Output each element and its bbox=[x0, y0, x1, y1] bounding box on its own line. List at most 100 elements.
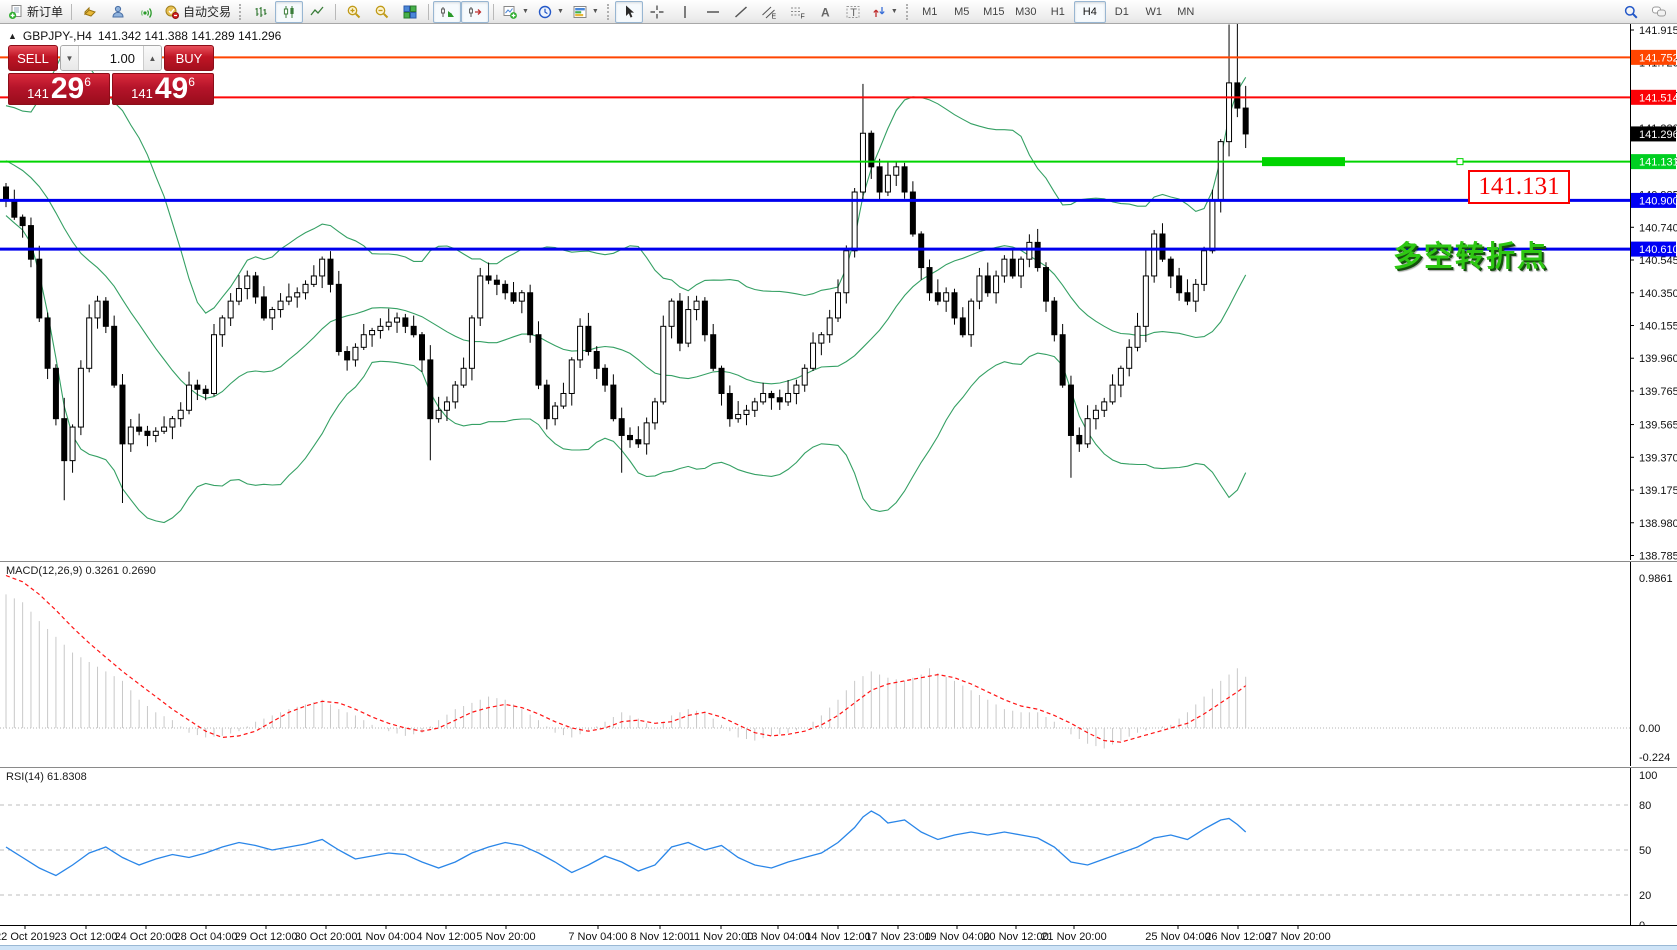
buy-price-big: 49 bbox=[154, 72, 189, 105]
auto-trading-button[interactable]: 自动交易 bbox=[160, 1, 235, 23]
timeframe-mn-button[interactable]: MN bbox=[1177, 5, 1195, 18]
svg-text:141.296: 141.296 bbox=[1639, 129, 1677, 141]
time-label: 28 Oct 04:00 bbox=[175, 931, 238, 943]
chevron-down-icon[interactable]: ▼ bbox=[591, 8, 599, 15]
time-label: 17 Nov 23:00 bbox=[865, 931, 930, 943]
panel-separator[interactable] bbox=[0, 766, 1677, 768]
svg-text:140.900: 140.900 bbox=[1639, 195, 1677, 207]
status-strip bbox=[0, 945, 1677, 950]
volume-value[interactable]: 1.00 bbox=[109, 50, 135, 66]
price-chart-canvas[interactable]: 141.915141.720141.525141.330141.135140.9… bbox=[0, 24, 1677, 560]
auto-scroll-button[interactable] bbox=[433, 0, 462, 23]
price-axis[interactable]: 141.915141.720141.525141.330141.135140.9… bbox=[1630, 24, 1677, 560]
clock-icon bbox=[538, 5, 552, 18]
sell-button[interactable]: SELL bbox=[8, 45, 58, 71]
new-order-label: 新订单 bbox=[27, 5, 64, 19]
collapse-icon[interactable]: ▲ bbox=[8, 31, 17, 41]
rsi-canvas[interactable]: 100 80 50 20 0 bbox=[0, 768, 1677, 925]
fibonacci-tool-button[interactable]: F bbox=[783, 1, 811, 23]
sell-price-display[interactable]: 141 29 6 bbox=[8, 73, 110, 105]
search-icon bbox=[1624, 5, 1638, 19]
new-chart-button[interactable]: ▼ bbox=[498, 1, 533, 23]
macd-signal-line bbox=[5, 574, 1247, 743]
chevron-down-icon[interactable]: ▼ bbox=[556, 8, 564, 15]
svg-text:139.175: 139.175 bbox=[1639, 485, 1677, 497]
horizontal-level-lines[interactable] bbox=[0, 56, 1630, 251]
fibo-icon: F bbox=[790, 7, 805, 20]
cursor-icon bbox=[625, 5, 634, 18]
price-badge-140.900 bbox=[1631, 192, 1676, 208]
chat-button[interactable] bbox=[1645, 1, 1673, 23]
sell-price-big: 29 bbox=[50, 72, 85, 105]
profiles-button[interactable] bbox=[104, 1, 132, 23]
macd-label: MACD(12,26,9) 0.3261 0.2690 bbox=[6, 565, 156, 577]
timeframe-d1-button[interactable]: D1 bbox=[1114, 5, 1129, 18]
svg-text:141.131: 141.131 bbox=[1639, 157, 1677, 169]
price-level-textbox[interactable]: 141.131 bbox=[1468, 170, 1570, 204]
horizontal-line-tool-button[interactable] bbox=[699, 1, 727, 23]
chart-header: ▲ GBPJPY-,H4 141.342 141.388 141.289 141… bbox=[8, 29, 281, 43]
signal-icon bbox=[140, 7, 152, 18]
periods-menu-button[interactable]: ▼ bbox=[533, 1, 568, 23]
timeframe-m1-button[interactable]: M1 bbox=[922, 5, 938, 18]
panel-separator[interactable] bbox=[0, 560, 1677, 562]
timeframe-w1-button[interactable]: W1 bbox=[1145, 5, 1163, 18]
cursor-tool-button[interactable] bbox=[614, 0, 643, 23]
chevron-down-icon[interactable]: ▼ bbox=[890, 8, 898, 15]
time-label: 23 Oct 12:00 bbox=[55, 931, 118, 943]
bar-chart-mode-button[interactable] bbox=[247, 1, 275, 23]
tile-windows-button[interactable] bbox=[396, 1, 424, 23]
signals-button[interactable] bbox=[132, 1, 160, 23]
vline-icon bbox=[684, 5, 686, 18]
time-label: 5 Nov 20:00 bbox=[476, 931, 535, 943]
line-handle[interactable] bbox=[1456, 158, 1464, 166]
line-chart-mode-button[interactable] bbox=[303, 1, 331, 23]
svg-text:139.765: 139.765 bbox=[1639, 386, 1677, 398]
buy-price-display[interactable]: 141 49 6 bbox=[112, 73, 214, 105]
search-button[interactable] bbox=[1617, 1, 1645, 23]
time-axis[interactable]: 22 Oct 2019 23 Oct 12:00 24 Oct 20:00 28 Oc… bbox=[0, 925, 1677, 945]
vertical-line-tool-button[interactable] bbox=[671, 1, 699, 23]
arrows-tool-button[interactable]: ▼ bbox=[867, 1, 902, 23]
svg-text:139.960: 139.960 bbox=[1639, 353, 1677, 365]
time-label: 13 Nov 04:00 bbox=[745, 931, 810, 943]
zoom-in-button[interactable] bbox=[340, 1, 368, 23]
time-label: 19 Nov 04:00 bbox=[924, 931, 989, 943]
template-icon bbox=[573, 5, 587, 18]
timeframe-m30-button[interactable]: M30 bbox=[1015, 5, 1037, 18]
text-tool-button[interactable]: A bbox=[811, 1, 839, 23]
text-label-tool-button[interactable]: T bbox=[839, 1, 867, 23]
volume-increase-icon[interactable]: ▲ bbox=[143, 46, 161, 70]
timeframe-h1-button[interactable]: H1 bbox=[1050, 5, 1065, 18]
rsi-line bbox=[5, 810, 1247, 877]
equidistant-channel-tool-button[interactable]: E bbox=[755, 1, 783, 23]
chart-shift-button[interactable] bbox=[461, 0, 490, 23]
sell-price-prefix: 141 bbox=[27, 86, 49, 101]
turning-point-annotation[interactable]: 多空转折点 bbox=[1393, 241, 1549, 273]
toolbar-grip[interactable] bbox=[606, 3, 611, 20]
toolbar-grip[interactable] bbox=[239, 3, 243, 20]
new-order-button[interactable]: 新订单 bbox=[4, 1, 67, 23]
timeframe-m15-button[interactable]: M15 bbox=[983, 5, 1005, 18]
volume-decrease-icon[interactable]: ▼ bbox=[61, 46, 79, 70]
chevron-down-icon[interactable]: ▼ bbox=[522, 8, 529, 15]
candle-chart-mode-button[interactable] bbox=[275, 0, 304, 23]
macd-canvas[interactable]: 0.9861 0.00 -0.224 bbox=[0, 562, 1677, 766]
rsi-indicator-panel[interactable]: RSI(14) 61.8308 100 80 50 20 0 bbox=[0, 768, 1677, 925]
market-watch-button[interactable] bbox=[76, 1, 104, 23]
main-chart-panel[interactable]: ▲ GBPJPY-,H4 141.342 141.388 141.289 141… bbox=[0, 24, 1677, 560]
timeframe-h4-button[interactable]: H4 bbox=[1073, 0, 1106, 23]
buy-button[interactable]: BUY bbox=[164, 45, 214, 71]
price-badge-141.296 bbox=[1631, 126, 1676, 142]
svg-text:141.514: 141.514 bbox=[1639, 92, 1677, 104]
trendline-tool-button[interactable] bbox=[727, 1, 755, 23]
crosshair-tool-button[interactable] bbox=[643, 1, 671, 23]
templates-menu-button[interactable]: ▼ bbox=[568, 1, 603, 23]
macd-histogram bbox=[5, 594, 1247, 749]
level-highlight-bar[interactable] bbox=[1262, 157, 1345, 167]
zoom-out-button[interactable] bbox=[368, 1, 396, 23]
timeframe-m5-button[interactable]: M5 bbox=[954, 5, 970, 18]
volume-stepper[interactable]: ▼ 1.00 ▲ bbox=[60, 45, 162, 71]
macd-indicator-panel[interactable]: MACD(12,26,9) 0.3261 0.2690 0.9861 0.00 -0… bbox=[0, 562, 1677, 766]
toolbar-grip[interactable] bbox=[905, 3, 910, 20]
